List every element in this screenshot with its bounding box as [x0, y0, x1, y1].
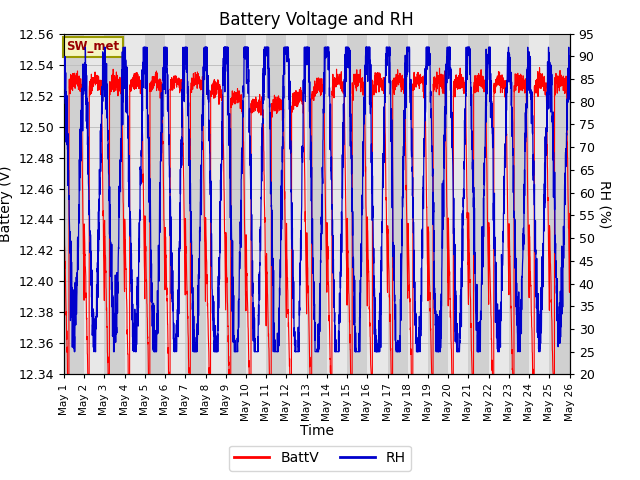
Bar: [489, 34, 509, 374]
Bar: [246, 34, 266, 374]
Y-axis label: Battery (V): Battery (V): [0, 166, 13, 242]
Bar: [145, 34, 165, 374]
Bar: [186, 34, 205, 374]
Bar: [226, 34, 246, 374]
Bar: [327, 34, 347, 374]
Y-axis label: RH (%): RH (%): [597, 180, 611, 228]
Bar: [549, 34, 570, 374]
Bar: [84, 34, 104, 374]
Bar: [529, 34, 549, 374]
Bar: [205, 34, 226, 374]
Bar: [388, 34, 408, 374]
Bar: [428, 34, 448, 374]
Title: Battery Voltage and RH: Battery Voltage and RH: [220, 11, 414, 29]
Legend: BattV, RH: BattV, RH: [229, 445, 411, 471]
Bar: [104, 34, 125, 374]
X-axis label: Time: Time: [300, 424, 334, 438]
Bar: [287, 34, 307, 374]
Bar: [165, 34, 186, 374]
Text: SW_met: SW_met: [67, 40, 120, 53]
Bar: [367, 34, 388, 374]
Bar: [307, 34, 327, 374]
Bar: [125, 34, 145, 374]
Bar: [64, 34, 84, 374]
Bar: [468, 34, 489, 374]
Bar: [509, 34, 529, 374]
Bar: [347, 34, 367, 374]
Bar: [448, 34, 468, 374]
Bar: [408, 34, 428, 374]
Bar: [266, 34, 287, 374]
